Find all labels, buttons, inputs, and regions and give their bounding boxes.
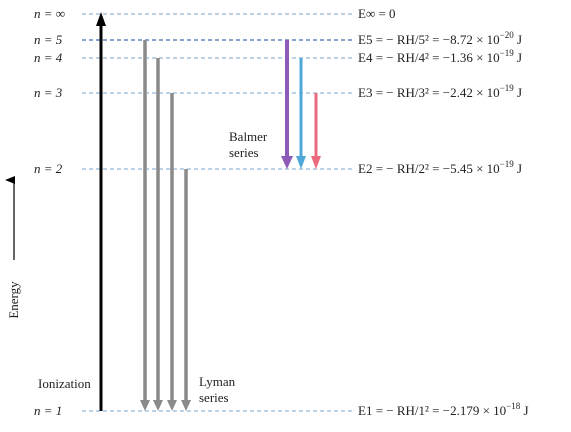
lyman-arrow-n2 bbox=[181, 169, 191, 411]
energy-value-n2: E2 = − RH/2² = −5.45 × 10−19 J bbox=[358, 159, 522, 176]
lyman-arrow-n5 bbox=[140, 40, 150, 411]
energy-value-n3: E3 = − RH/3² = −2.42 × 10−19 J bbox=[358, 83, 522, 100]
lyman-label-line2: series bbox=[199, 390, 229, 405]
energy-axis: Energy bbox=[5, 176, 21, 319]
balmer-label: Balmer series bbox=[229, 129, 268, 160]
lyman-arrow-n4 bbox=[153, 58, 163, 411]
ionization-label: Ionization bbox=[38, 376, 91, 391]
energy-value-n5: E5 = − RH/5² = −8.72 × 10−20 J bbox=[358, 30, 522, 47]
level-label-n3: n = 3 bbox=[34, 85, 63, 100]
level-label-inf: n = ∞ bbox=[34, 6, 65, 21]
level-label-n5: n = 5 bbox=[34, 32, 63, 47]
energy-axis-label: Energy bbox=[6, 281, 21, 319]
balmer-arrow-n4 bbox=[296, 58, 306, 169]
ionization-arrow bbox=[96, 12, 106, 411]
balmer-label-line1: Balmer bbox=[229, 129, 268, 144]
level-label-n4: n = 4 bbox=[34, 50, 63, 65]
level-lines bbox=[82, 13, 352, 412]
energy-value-n4: E4 = − RH/4² = −1.36 × 10−19 J bbox=[358, 48, 522, 65]
balmer-arrow-n3 bbox=[311, 93, 321, 169]
energy-value-inf: E∞ = 0 bbox=[358, 6, 396, 21]
lyman-label: Lyman series bbox=[199, 374, 236, 405]
balmer-label-line2: series bbox=[229, 145, 259, 160]
lyman-arrow-n3 bbox=[167, 93, 177, 411]
balmer-arrow-n5 bbox=[281, 40, 293, 169]
balmer-arrows bbox=[281, 40, 321, 169]
level-label-n1: n = 1 bbox=[34, 403, 62, 418]
level-label-n2: n = 2 bbox=[34, 161, 63, 176]
energy-value-n1: E1 = − RH/1² = −2.179 × 10−18 J bbox=[358, 401, 529, 418]
lyman-label-line1: Lyman bbox=[199, 374, 236, 389]
lyman-arrows bbox=[140, 40, 191, 411]
